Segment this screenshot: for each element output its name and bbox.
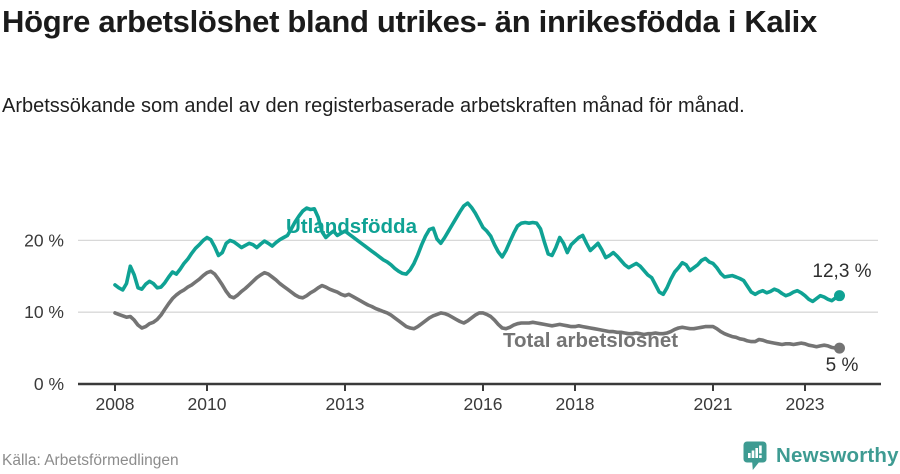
y-axis-tick-label: 0 % bbox=[34, 374, 64, 394]
x-axis-tick-label: 2023 bbox=[786, 394, 825, 414]
series-line-1 bbox=[113, 269, 842, 350]
x-axis-tick-label: 2018 bbox=[556, 394, 595, 414]
series-end-dot-1 bbox=[834, 342, 845, 354]
x-axis-tick-label: 2016 bbox=[464, 394, 503, 414]
newsworthy-logo[interactable]: Newsworthy bbox=[743, 441, 899, 471]
y-axis-tick-label: 20 % bbox=[24, 230, 64, 250]
x-axis-tick-label: 2013 bbox=[326, 394, 365, 414]
newsworthy-speech-bubble-bar-chart-icon bbox=[743, 441, 767, 470]
series-line-0 bbox=[113, 201, 842, 304]
y-axis-tick-label: 10 % bbox=[24, 302, 64, 322]
series-label-total-arbetsloshet: Total arbetslöshet bbox=[503, 329, 679, 352]
end-value-label-utlandsfodda: 12,3 % bbox=[812, 261, 872, 282]
page-title: Högre arbetslöshet bland utrikes- än inr… bbox=[2, 4, 817, 39]
series-label-utlandsfodda: Utlandsfödda bbox=[286, 215, 417, 238]
newsworthy-wordmark: Newsworthy bbox=[776, 444, 899, 467]
x-axis-tick-label: 2021 bbox=[694, 394, 733, 414]
source-credit: Källa: Arbetsförmedlingen bbox=[2, 452, 179, 469]
end-value-label-total: 5 % bbox=[825, 355, 859, 376]
page-subtitle: Arbetssökande som andel av den registerb… bbox=[2, 95, 745, 117]
series-end-dot-0 bbox=[834, 290, 845, 302]
x-axis-tick-label: 2010 bbox=[188, 394, 227, 414]
x-axis-tick-label: 2008 bbox=[96, 394, 135, 414]
